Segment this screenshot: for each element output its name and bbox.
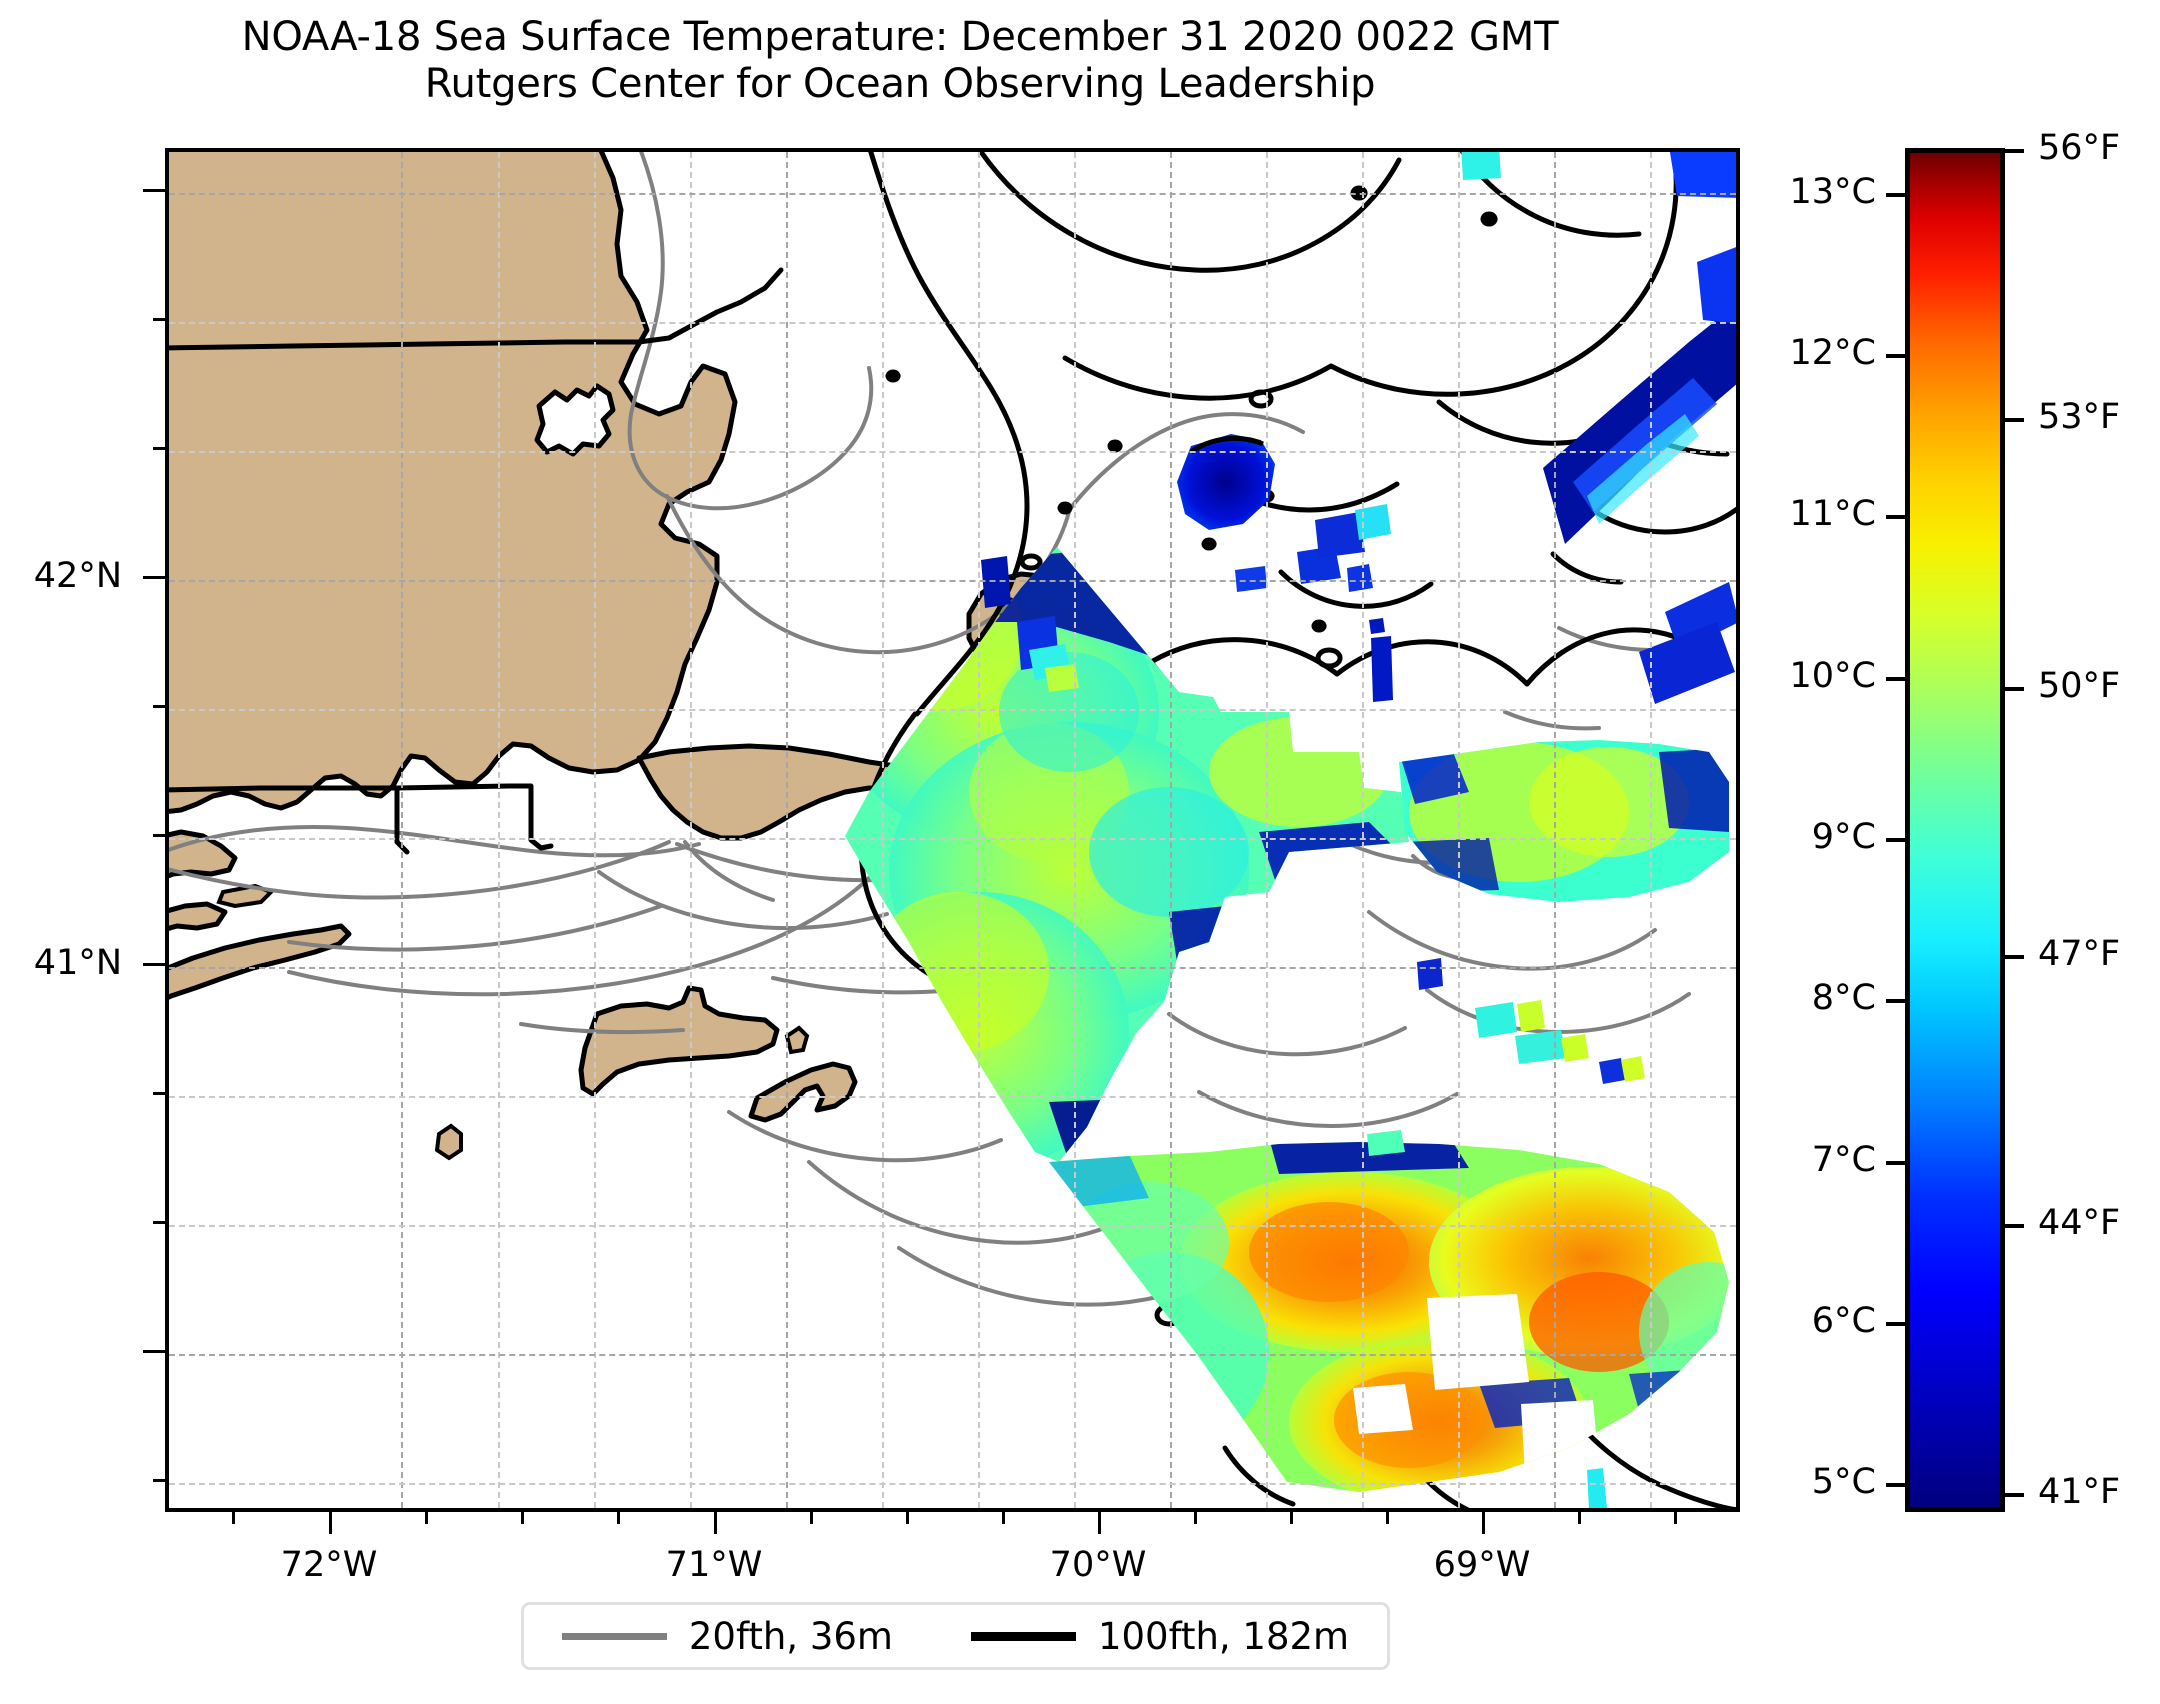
legend-label-100fthm: 100fth, 182m	[1097, 1614, 1350, 1658]
colorbar-label-50f: 50°F	[2038, 666, 2121, 706]
x-tick-label-2: 70°W	[1049, 1545, 1147, 1585]
coastline-overlay	[1189, 436, 1264, 455]
map-graphics	[169, 152, 1736, 1508]
colorbar-gradient	[1910, 153, 2000, 1507]
legend-item-20fthm[interactable]: 20fth, 36m	[561, 1614, 893, 1658]
land-boston-notch	[534, 383, 616, 457]
sst-patch-gulf-of-maine	[1177, 434, 1275, 530]
legend-label-20fthm: 20fth, 36m	[688, 1614, 893, 1658]
colorbar[interactable]: 13°C 12°C 11°C 10°C 9°C 8°C 7°C 6°C 5°C …	[1790, 128, 2120, 1512]
colorbar-label-53f: 53°F	[2038, 397, 2121, 437]
land-marthas-vineyard	[578, 985, 780, 1097]
y-tick-label-0: 42°N	[33, 556, 122, 596]
colorbar-label-41f: 41°F	[2038, 1472, 2121, 1512]
land-long-island-south-fork	[169, 923, 352, 1000]
legend-item-100fthm[interactable]: 100fth, 182m	[970, 1614, 1350, 1658]
colorbar-label-8c: 8°C	[1811, 978, 1876, 1018]
colorbar-label-5c: 5°C	[1811, 1462, 1876, 1502]
sst-patch-small-column	[1371, 636, 1393, 702]
land-nomans-island	[784, 1025, 810, 1055]
isobath-20fthm-swatch-icon	[561, 1632, 667, 1640]
land-layer	[169, 152, 1064, 1161]
title-line-1: NOAA-18 Sea Surface Temperature: Decembe…	[241, 14, 1559, 60]
map-canvas	[169, 152, 1736, 1508]
colorbar-label-56f: 56°F	[2038, 128, 2121, 168]
land-nantucket	[748, 1061, 858, 1123]
colorbar-label-10c: 10°C	[1789, 656, 1876, 696]
sst-raster-layer	[845, 152, 1736, 1508]
colorbar-label-47f: 47°F	[2038, 934, 2121, 974]
colorbar-label-13c: 13°C	[1789, 172, 1876, 212]
y-tick-label-1: 41°N	[33, 943, 122, 983]
colorbar-label-9c: 9°C	[1811, 817, 1876, 857]
land-block-island	[434, 1123, 463, 1161]
map-plot-area	[165, 148, 1740, 1512]
title-line-2: Rutgers Center for Ocean Observing Leade…	[424, 61, 1376, 107]
land-new-england-mainland	[169, 152, 738, 814]
x-tick-label-1: 71°W	[665, 1545, 763, 1585]
colorbar-label-12c: 12°C	[1789, 333, 1876, 373]
x-tick-label-3: 69°W	[1433, 1545, 1531, 1585]
colorbar-label-11c: 11°C	[1789, 494, 1876, 534]
colorbar-label-6c: 6°C	[1811, 1301, 1876, 1341]
land-long-island-north-fork	[169, 901, 228, 931]
x-tick-label-0: 72°W	[280, 1545, 378, 1585]
colorbar-label-44f: 44°F	[2038, 1203, 2121, 1243]
sst-patch-cape-cod-bay	[981, 556, 1011, 608]
isobath-100fthm-swatch-icon	[970, 1631, 1076, 1641]
depth-contour-legend: 20fth, 36m 100fth, 182m	[521, 1602, 1390, 1670]
colorbar-label-7c: 7°C	[1811, 1140, 1876, 1180]
chart-title: NOAA-18 Sea Surface Temperature: Decembe…	[0, 14, 1800, 108]
